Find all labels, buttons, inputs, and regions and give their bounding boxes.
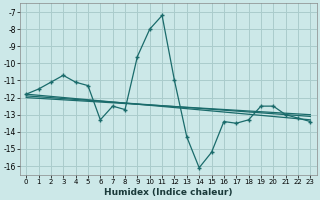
X-axis label: Humidex (Indice chaleur): Humidex (Indice chaleur) bbox=[104, 188, 233, 197]
